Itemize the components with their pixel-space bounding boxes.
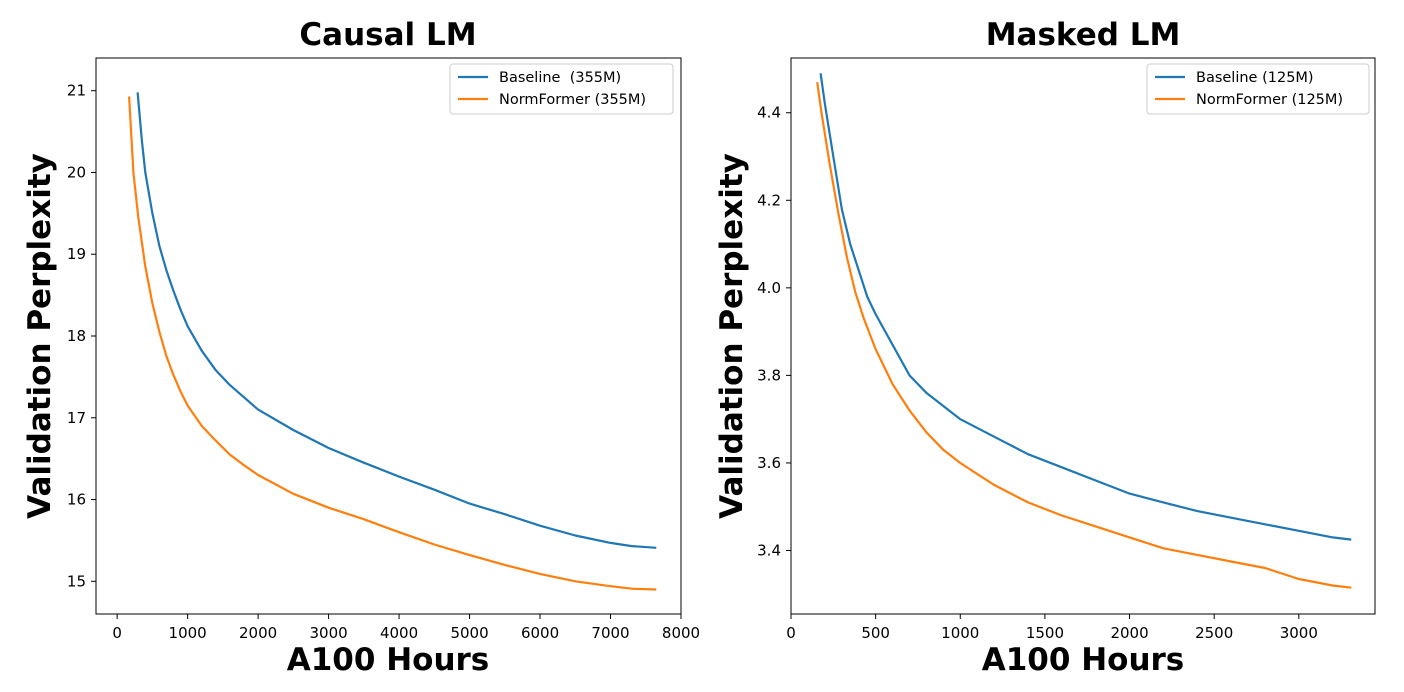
legend-box [449,63,674,115]
legend-box [1146,63,1370,115]
series-line-0 [819,73,1352,541]
x-tick-label: 6000 [521,624,559,642]
x-tick-label: 1000 [941,624,979,642]
chart-title: Causal LM [299,17,476,53]
x-tick-label: 7000 [591,624,629,642]
y-tick-label: 17 [67,409,86,427]
x-tick-label: 1000 [169,624,207,642]
y-tick-label: 18 [67,327,86,345]
y-tick-label: 20 [67,163,86,181]
plot-area: 0 1000 2000 3000 4000 5000 6000 7000 8000 15 16 17 1… [67,57,700,642]
legend-label-1: NormFormer (125M) [1196,92,1343,108]
y-tick-label: 4.2 [757,191,781,209]
x-tick-label: 2500 [1195,624,1233,642]
y-tick-label: 3.4 [757,542,781,560]
y-tick-label: 4.4 [757,104,781,122]
y-axis-label: Validation Perplexity [22,153,58,519]
series-line-0 [136,92,657,549]
y-tick-label: 4.0 [757,279,781,297]
legend: Baseline (125M) NormFormer (125M) [1146,63,1370,115]
x-tick-label: 5000 [450,624,488,642]
axes-frame [790,57,1376,615]
x-tick-label: 500 [861,624,890,642]
y-tick-label: 3.8 [757,366,781,384]
x-tick-label: 3000 [1280,624,1318,642]
series-line-1 [128,96,657,591]
masked-lm-chart: Masked LM Validation Perplexity A100 Hou… [714,17,1376,678]
y-tick-label: 16 [67,491,86,509]
legend-label-0: Baseline (125M) [1196,70,1314,86]
x-tick-label: 2000 [1110,624,1148,642]
y-tick-label: 19 [67,245,86,263]
x-tick-label: 0 [112,624,122,642]
axes-frame [95,57,682,615]
x-tick-label: 0 [786,624,796,642]
x-tick-label: 2000 [239,624,277,642]
x-tick-label: 3000 [309,624,347,642]
causal-lm-chart: Causal LM Validation Perplexity A100 Hou… [22,17,700,678]
legend-label-0: Baseline (355M) [499,70,621,86]
y-tick-label: 21 [67,82,86,100]
y-tick-label: 3.6 [757,454,781,472]
x-axis-label: A100 Hours [287,642,490,678]
y-tick-label: 15 [67,572,86,590]
series-line-1 [816,81,1352,589]
x-tick-label: 8000 [662,624,700,642]
x-tick-label: 4000 [380,624,418,642]
legend-label-1: NormFormer (355M) [499,92,646,108]
plot-area: 0 500 1000 1500 2000 2500 3000 3.4 3.6 3.8 4.0 4.2 4… [757,57,1376,642]
x-axis-label: A100 Hours [982,642,1185,678]
legend: Baseline (355M) NormFormer (355M) [449,63,674,115]
chart-title: Masked LM [986,17,1181,53]
y-axis-label: Validation Perplexity [714,153,750,519]
x-tick-label: 1500 [1026,624,1064,642]
